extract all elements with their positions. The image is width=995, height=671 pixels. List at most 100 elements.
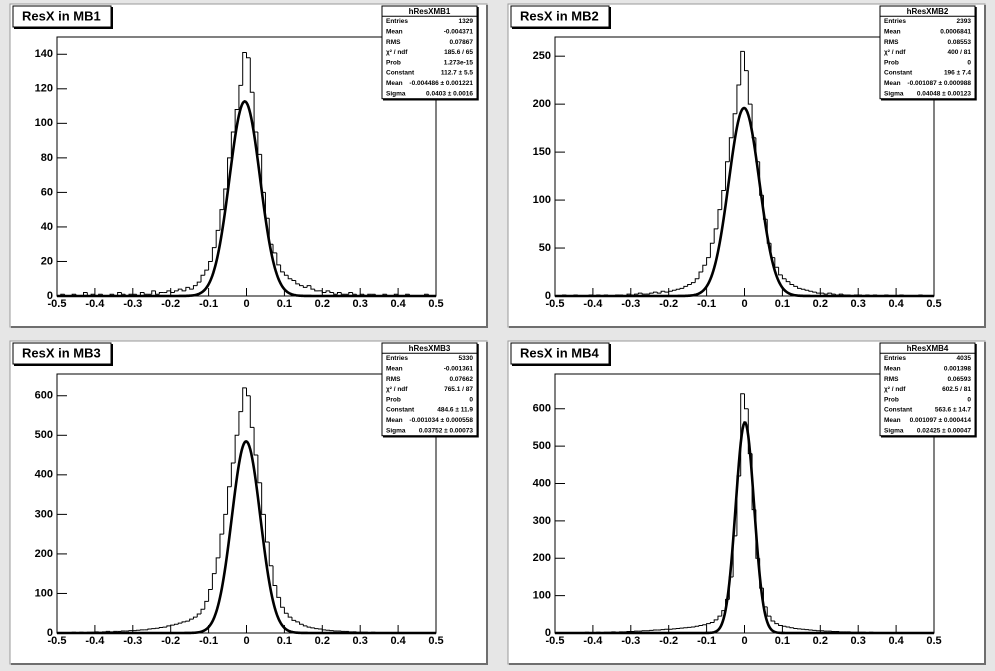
stats-label: Prob: [884, 396, 899, 403]
x-tick-label: -0.3: [621, 635, 640, 647]
histogram-bin: [694, 278, 700, 283]
histogram-bin: [808, 290, 813, 292]
stats-value: 1.273e-15: [444, 59, 474, 66]
stats-label: Prob: [386, 396, 401, 403]
stats-value: 0.001097 ± 0.000414: [910, 417, 972, 424]
histogram-bin: [314, 289, 319, 292]
histogram-bin: [208, 260, 213, 271]
histogram-bin: [181, 289, 186, 292]
pad: -0.5 -0.4 -0.3 -0.2 -0.1 0 0.1 0.2 0.3 0.4 0.5 0 20 4…: [9, 3, 488, 328]
histogram-bin: [804, 289, 809, 291]
x-tick-label: -0.1: [199, 298, 218, 310]
histogram-bin: [709, 242, 715, 258]
histogram-bin: [189, 287, 194, 290]
x-tick-label: 0.4: [390, 298, 406, 310]
x-tick-label: 0.4: [390, 635, 406, 647]
histogram-bin: [816, 292, 821, 294]
stats-value: 602.5 / 81: [942, 386, 971, 393]
histogram-bin: [717, 209, 722, 229]
histogram-bin: [246, 52, 251, 59]
stats-value: -0.004371: [444, 28, 474, 35]
stats-value: 765.1 / 87: [444, 386, 473, 393]
x-tick-label: 0.3: [851, 298, 866, 310]
x-tick-label: 0.5: [926, 635, 941, 647]
stats-label: χ² / ndf: [386, 386, 408, 393]
histogram-bin: [800, 288, 806, 290]
pad-bevel: [509, 342, 986, 665]
histogram-bin: [170, 290, 175, 294]
stats-title: hResXMB1: [409, 7, 451, 16]
histogram-bin: [637, 292, 643, 295]
x-tick-label: -0.4: [85, 635, 105, 647]
histogram-bin: [234, 434, 239, 463]
y-tick-label: 200: [533, 552, 551, 564]
y-tick-label: 0: [545, 290, 551, 302]
stats-box-shadow: [383, 344, 479, 438]
histogram-bin: [325, 290, 330, 293]
histogram-bin: [770, 616, 775, 622]
stats-label: Mean: [884, 417, 901, 424]
y-tick-label: 150: [533, 146, 551, 158]
y-tick-label: 200: [35, 548, 53, 560]
x-tick-label: 0: [243, 635, 249, 647]
stats-label: Sigma: [386, 90, 406, 97]
stats-value: 0.06593: [948, 376, 972, 383]
histogram-bin: [257, 455, 262, 484]
stats-label: Entries: [386, 18, 408, 25]
fit-curve: [555, 421, 934, 635]
title-box-shadow: [14, 344, 113, 366]
y-tick-label: 100: [35, 117, 53, 129]
histogram-bin: [321, 290, 327, 294]
x-tick-label: -0.2: [161, 635, 180, 647]
x-tick-label: 0.2: [315, 298, 330, 310]
histogram-bin: [173, 623, 179, 626]
y-tick-label: 20: [41, 255, 53, 267]
histogram-bin: [242, 52, 247, 86]
histogram-bin: [702, 624, 707, 626]
x-tick-label: -0.3: [621, 298, 640, 310]
plot-frame: [554, 373, 935, 634]
histogram-bin: [690, 282, 696, 285]
stats-title: hResXMB4: [907, 344, 949, 353]
histogram-bin: [264, 514, 270, 543]
x-tick-label: -0.2: [659, 298, 678, 310]
histogram-bin: [215, 557, 220, 574]
stats-label: χ² / ndf: [884, 386, 906, 393]
histogram-bin: [223, 513, 228, 535]
stats-value: 563.6 ± 14.7: [935, 407, 971, 414]
histogram-bin: [649, 292, 654, 295]
histogram-bin: [698, 625, 703, 627]
fit-curve: [57, 440, 436, 635]
x-tick-label: 0.5: [428, 298, 443, 310]
histogram-bin: [200, 274, 205, 283]
stats-value: 196 ± 7.4: [944, 70, 971, 77]
pad-bevel: [509, 5, 986, 328]
stats-value: 0.02425 ± 0.00047: [917, 427, 972, 434]
histogram-bin: [732, 113, 737, 138]
stats-value: 0.07662: [450, 376, 474, 383]
stats-value: 0.0006841: [940, 28, 971, 35]
y-tick-label: 100: [533, 194, 551, 206]
y-tick-label: 60: [41, 186, 53, 198]
histogram-bin: [694, 625, 700, 628]
y-tick-label: 0: [47, 290, 53, 302]
histogram-bin: [287, 613, 292, 618]
histogram-bin: [785, 278, 790, 283]
stats-label: RMS: [386, 39, 401, 46]
histogram-bin: [120, 292, 126, 295]
histogram-bin: [185, 286, 190, 291]
stats-box-shadow: [881, 7, 977, 101]
x-tick-label: 0.1: [277, 635, 292, 647]
stats-label: Entries: [884, 355, 906, 362]
histogram-bin: [653, 291, 658, 294]
stats-label: Constant: [884, 407, 913, 414]
stats-label: Sigma: [386, 427, 406, 434]
stats-value: 0.08553: [948, 39, 972, 46]
stats-value: -0.004486 ± 0.001221: [409, 80, 473, 87]
histogram-bin: [675, 288, 681, 291]
x-tick-label: 0.2: [315, 635, 330, 647]
stats-label: Constant: [386, 70, 415, 77]
y-tick-label: 500: [35, 429, 53, 441]
x-tick-label: 0.3: [851, 635, 866, 647]
histogram-bin: [227, 486, 232, 515]
